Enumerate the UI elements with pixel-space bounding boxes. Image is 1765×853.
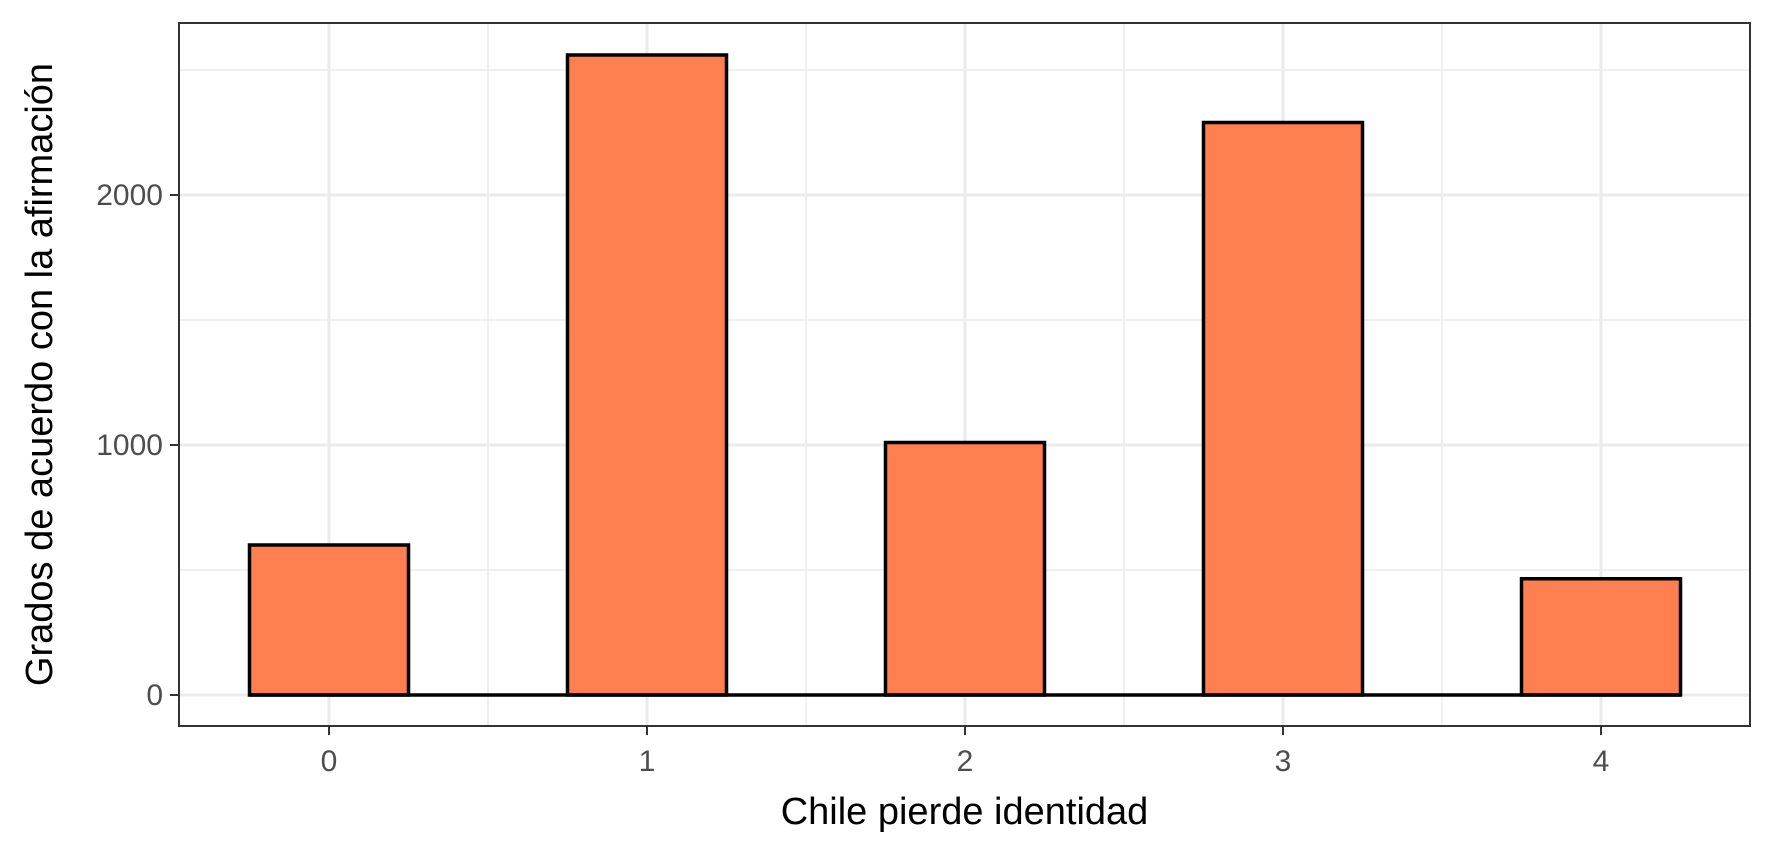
x-tick-label-4: 4	[1593, 745, 1610, 778]
bar-3	[1201, 120, 1365, 697]
x-tick-label-2: 2	[957, 745, 974, 778]
x-axis-title: Chile pierde identidad	[781, 791, 1149, 833]
y-tick-label-1000: 1000	[96, 429, 163, 462]
bar-4	[1519, 577, 1683, 697]
bar-2	[883, 440, 1047, 697]
x-tick-label-0: 0	[321, 745, 338, 778]
y-tick-label-2000: 2000	[96, 179, 163, 212]
bar-1	[565, 53, 729, 697]
bars-layer	[247, 53, 1683, 697]
y-axis-title: Grados de acuerdo con la afirmación	[19, 63, 61, 686]
ticks-layer: 0 1000 2000 0 1 2 3 4	[96, 179, 1609, 778]
x-tick-label-3: 3	[1275, 745, 1292, 778]
x-tick-label-1: 1	[639, 745, 656, 778]
y-tick-label-0: 0	[146, 679, 163, 712]
bar-0	[247, 543, 411, 697]
